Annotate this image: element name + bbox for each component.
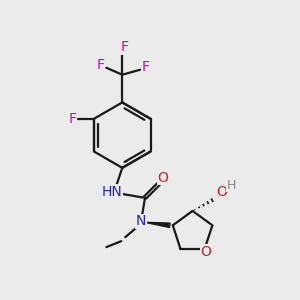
Text: N: N [136, 214, 146, 228]
Polygon shape [145, 222, 170, 227]
Text: O: O [158, 171, 168, 185]
Text: O: O [216, 185, 227, 199]
Text: HN: HN [102, 184, 123, 199]
Text: O: O [200, 244, 211, 259]
Text: H: H [226, 179, 236, 192]
Text: F: F [68, 112, 76, 126]
Text: F: F [142, 60, 150, 74]
Text: F: F [97, 58, 104, 72]
Text: F: F [120, 40, 128, 54]
